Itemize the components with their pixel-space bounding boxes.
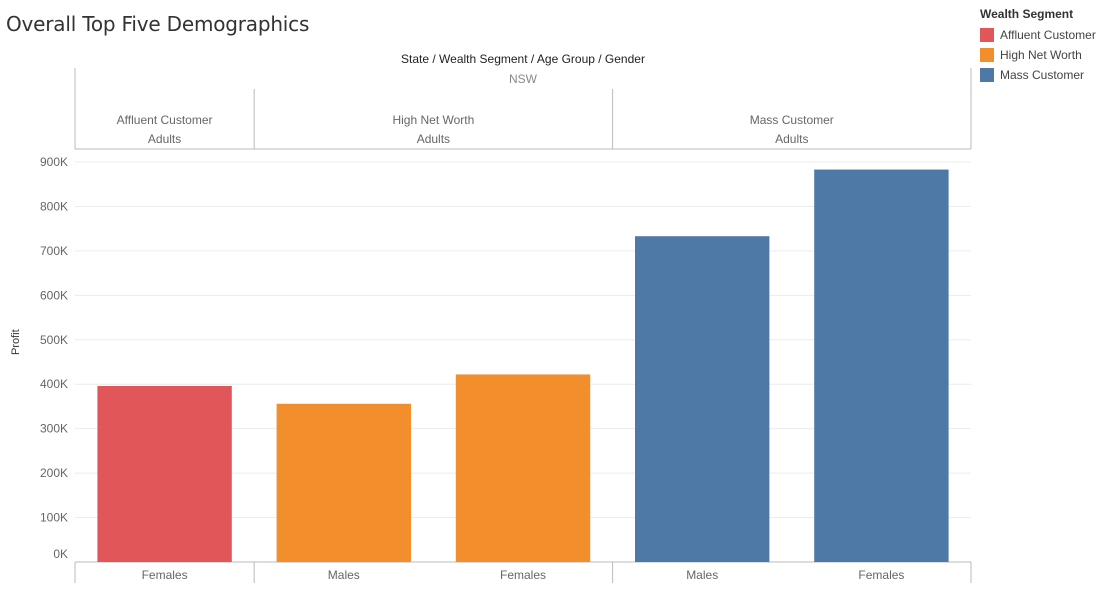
bar[interactable] xyxy=(97,386,232,562)
legend-item-affluent[interactable]: Affluent Customer xyxy=(980,25,1096,45)
segment-label: High Net Worth xyxy=(392,113,475,127)
legend-label: High Net Worth xyxy=(1000,48,1082,62)
age-group-label: Adults xyxy=(775,132,809,146)
y-tick-label: 100K xyxy=(40,511,68,525)
legend-swatch xyxy=(980,48,994,62)
x-tick-label: Males xyxy=(686,568,718,582)
legend-label: Affluent Customer xyxy=(1000,28,1096,42)
bar[interactable] xyxy=(455,374,591,562)
legend-item-mass-customer[interactable]: Mass Customer xyxy=(980,65,1096,85)
legend: Wealth Segment Affluent Customer High Ne… xyxy=(980,7,1096,85)
segment-label: Affluent Customer xyxy=(116,113,213,127)
legend-label: Mass Customer xyxy=(1000,68,1085,82)
bar[interactable] xyxy=(276,403,411,562)
x-tick-label: Males xyxy=(328,568,360,582)
header-title: State / Wealth Segment / Age Group / Gen… xyxy=(401,52,645,66)
state-label: NSW xyxy=(509,72,537,86)
y-tick-label: 200K xyxy=(40,466,68,480)
y-tick-label: 300K xyxy=(40,422,68,436)
age-group-label: Adults xyxy=(147,132,182,146)
y-tick-label: 900K xyxy=(40,155,68,169)
x-tick-label: Females xyxy=(500,568,546,582)
legend-title: Wealth Segment xyxy=(980,7,1074,21)
bar[interactable] xyxy=(635,236,770,562)
legend-item-high-net-worth[interactable]: High Net Worth xyxy=(980,45,1096,65)
x-tick-label: Females xyxy=(858,568,904,582)
legend-swatch xyxy=(980,68,994,82)
y-tick-label: 700K xyxy=(40,244,68,258)
y-tick-label: 800K xyxy=(40,199,68,213)
segment-label: Mass Customer xyxy=(749,113,834,127)
y-tick-label: 0K xyxy=(53,547,68,561)
y-tick-label: 600K xyxy=(40,288,68,302)
bar[interactable] xyxy=(814,169,949,563)
legend-swatch xyxy=(980,28,994,42)
y-tick-label: 500K xyxy=(40,333,68,347)
chart-title: Overall Top Five Demographics xyxy=(6,12,310,36)
x-tick-label: Females xyxy=(142,568,188,582)
age-group-label: Adults xyxy=(416,132,451,146)
y-tick-label: 400K xyxy=(40,377,68,391)
